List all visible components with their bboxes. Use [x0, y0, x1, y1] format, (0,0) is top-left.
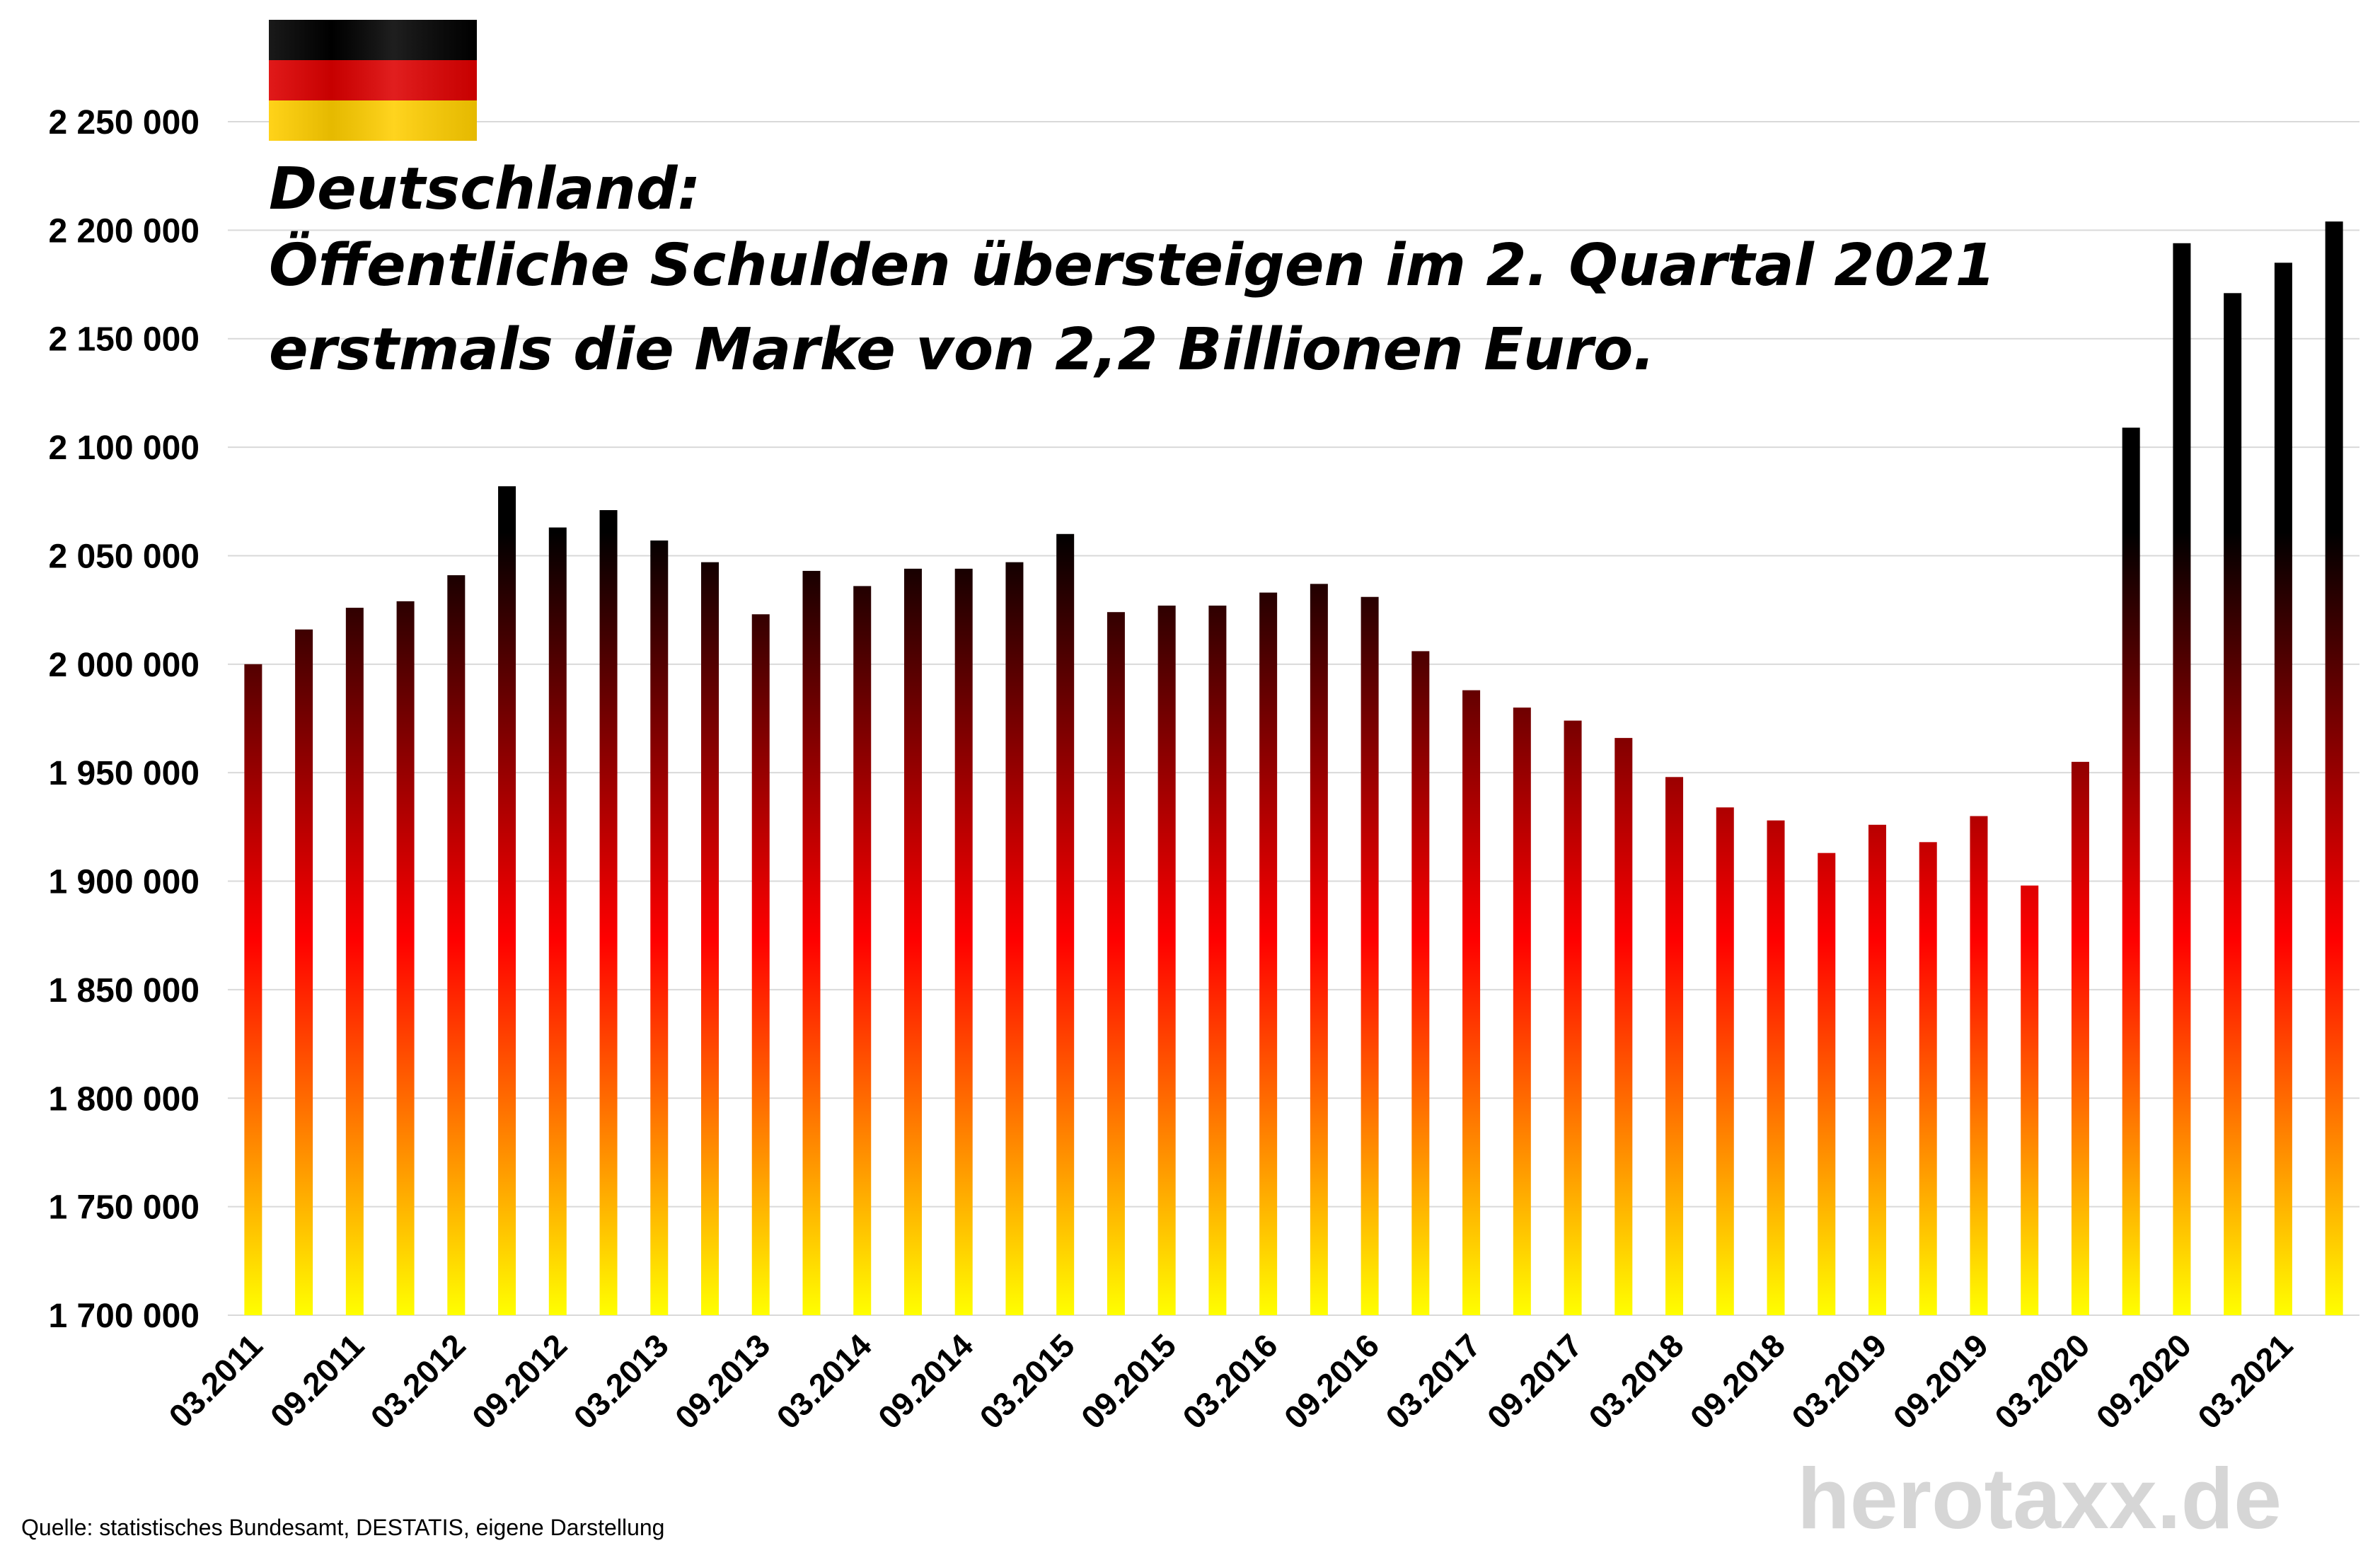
x-tick-label: 03.2018	[1581, 1327, 1690, 1435]
x-tick-label: 03.2014	[769, 1327, 879, 1436]
chart-title-line-2: Öffentliche Schulden übersteigen im 2. Q…	[269, 231, 1996, 299]
bar-09.2012	[548, 527, 567, 1315]
chart-title-line-1: Deutschland:	[269, 156, 700, 223]
german-flag-icon	[269, 20, 477, 141]
x-tick-label: 03.2021	[2190, 1327, 2299, 1435]
y-tick-label: 1 750 000	[48, 1189, 200, 1227]
y-tick-label: 2 250 000	[48, 104, 200, 141]
bar-03.2021	[2274, 262, 2292, 1315]
x-tick-label: 09.2013	[668, 1327, 777, 1435]
x-axis-tick-labels: 03.201109.201103.201209.201203.201309.20…	[161, 1327, 2299, 1436]
x-tick-label: 09.2020	[2089, 1327, 2198, 1435]
y-tick-label: 2 050 000	[48, 538, 200, 575]
bar-09.2014	[954, 568, 973, 1315]
bar-03.2019	[1868, 824, 1886, 1315]
bar-09.2013	[751, 614, 770, 1315]
bar-06.2013	[701, 562, 720, 1315]
y-tick-label: 1 950 000	[48, 755, 200, 792]
x-tick-label: 03.2012	[364, 1327, 473, 1435]
y-tick-label: 1 700 000	[48, 1298, 200, 1335]
x-tick-label: 09.2012	[465, 1327, 574, 1435]
bar-12.2016	[1411, 651, 1430, 1315]
gridlines	[228, 121, 2359, 1316]
bar-03.2014	[853, 586, 872, 1315]
x-tick-label: 09.2018	[1683, 1327, 1792, 1435]
x-tick-label: 03.2013	[566, 1327, 675, 1435]
bar-06.2012	[498, 486, 516, 1316]
bar-03.2017	[1462, 690, 1481, 1315]
bars	[244, 221, 2343, 1316]
y-tick-label: 1 900 000	[48, 864, 200, 901]
y-tick-label: 2 150 000	[48, 321, 200, 359]
bar-03.2011	[244, 664, 262, 1315]
x-tick-label: 03.2020	[1987, 1327, 2096, 1435]
x-tick-label: 09.2017	[1480, 1327, 1589, 1435]
source-note: Quelle: statistisches Bundesamt, DESTATI…	[21, 1515, 664, 1540]
watermark: herotaxx.de	[1797, 1450, 2282, 1543]
chart-title-line-3: erstmals die Marke von 2,2 Billionen Eur…	[269, 316, 1655, 383]
bar-06.2018	[1716, 807, 1734, 1315]
bar-06.2020	[2122, 427, 2140, 1315]
x-tick-label: 03.2016	[1175, 1327, 1284, 1435]
x-tick-label: 03.2011	[161, 1327, 270, 1435]
bar-09.2016	[1361, 596, 1379, 1315]
x-tick-label: 09.2014	[871, 1327, 981, 1436]
x-tick-label: 03.2017	[1378, 1327, 1487, 1435]
bar-12.2014	[1005, 562, 1024, 1315]
bar-06.2014	[903, 568, 922, 1315]
bar-06.2015	[1107, 612, 1125, 1315]
bar-03.2013	[650, 540, 669, 1315]
bar-12.2011	[396, 601, 415, 1315]
bar-06.2011	[295, 629, 313, 1315]
x-tick-label: 09.2011	[263, 1327, 371, 1435]
x-tick-label: 09.2016	[1277, 1327, 1386, 1435]
bar-09.2018	[1767, 820, 1785, 1315]
y-tick-label: 2 100 000	[48, 429, 200, 467]
y-tick-label: 2 200 000	[48, 212, 200, 250]
bar-12.2013	[802, 570, 821, 1315]
bar-03.2020	[2071, 761, 2089, 1315]
bar-12.2020	[2224, 293, 2242, 1315]
bar-03.2016	[1259, 592, 1278, 1315]
bar-12.2017	[1614, 738, 1633, 1315]
x-tick-label: 03.2015	[972, 1327, 1081, 1435]
x-tick-label: 09.2019	[1886, 1327, 1995, 1435]
bar-03.2018	[1665, 777, 1684, 1315]
bar-09.2019	[1970, 816, 1988, 1315]
bar-03.2015	[1056, 533, 1075, 1316]
bar-09.2015	[1157, 606, 1176, 1315]
bar-06.2021	[2325, 221, 2343, 1316]
y-axis-tick-labels: 1 700 000 1 750 000 1 800 000 1 850 000 1 90…	[48, 104, 200, 1335]
bar-12.2015	[1208, 606, 1227, 1315]
bar-09.2017	[1564, 720, 1582, 1315]
bar-06.2016	[1310, 584, 1328, 1315]
x-tick-label: 09.2015	[1074, 1327, 1183, 1435]
y-tick-label: 1 850 000	[48, 972, 200, 1010]
x-tick-label: 03.2019	[1784, 1327, 1893, 1435]
y-tick-label: 2 000 000	[48, 647, 200, 684]
y-tick-label: 1 800 000	[48, 1080, 200, 1118]
bar-09.2011	[345, 608, 364, 1315]
bar-12.2012	[599, 510, 618, 1316]
bar-03.2012	[447, 575, 466, 1315]
bar-06.2017	[1513, 707, 1531, 1315]
bar-09.2020	[2173, 243, 2191, 1315]
bar-06.2019	[1919, 842, 1937, 1315]
bar-12.2019	[2021, 885, 2039, 1315]
bar-12.2018	[1818, 853, 1836, 1315]
